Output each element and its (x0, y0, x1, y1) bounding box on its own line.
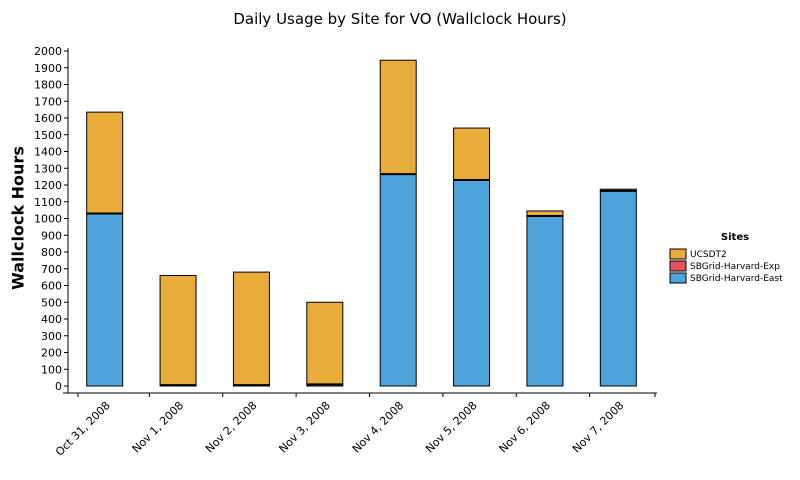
y-tick-label: 600 (41, 280, 62, 293)
bar-segment (159, 274, 197, 386)
y-tick-label: 1900 (34, 62, 62, 75)
legend-title: Sites (721, 232, 749, 243)
y-tick-label: 800 (41, 246, 62, 259)
y-tick-label: 1300 (34, 162, 62, 175)
chart-title: Daily Usage by Site for VO (Wallclock Ho… (233, 10, 567, 28)
y-tick-label: 900 (41, 229, 62, 242)
x-tick-label: Nov 6, 2008 (497, 399, 554, 456)
legend-swatch (669, 272, 687, 284)
bar-segment (526, 215, 564, 387)
legend-entry: SBGrid-Harvard-East (690, 274, 783, 284)
legend-swatch (669, 260, 687, 272)
y-tick-label: 1100 (34, 196, 62, 209)
bar-segment (453, 179, 491, 387)
bar-segment (599, 190, 637, 387)
legend: Sites UCSDT2 SBGrid-Harvard-Exp SBGrid-Harv… (669, 232, 783, 284)
y-tick-label: 1800 (34, 79, 62, 92)
bars (86, 59, 637, 387)
legend-swatch (669, 248, 687, 260)
y-tick-label: 1400 (34, 146, 62, 159)
y-tick-label: 1200 (34, 179, 62, 192)
x-tick-label: Nov 4, 2008 (350, 399, 407, 456)
x-tick-label: Nov 3, 2008 (276, 399, 333, 456)
bar-segment (453, 127, 491, 181)
bar-segment (379, 173, 417, 387)
y-tick-label: 0 (55, 380, 62, 393)
x-tick-label: Nov 1, 2008 (130, 399, 187, 456)
bar-segment (232, 271, 270, 386)
x-tick-label: Nov 5, 2008 (423, 399, 480, 456)
x-tick-label: Nov 2, 2008 (203, 399, 260, 456)
y-tick-label: 400 (41, 313, 62, 326)
axes: 0 100 200 300 400 500 600 700 800 900 1000 1100 1200… (34, 45, 657, 459)
y-tick-label: 1600 (34, 112, 62, 125)
bar-segment (379, 59, 417, 175)
legend-entry: SBGrid-Harvard-Exp (690, 262, 780, 272)
x-tick-label: Nov 7, 2008 (570, 399, 627, 456)
bar-segment (86, 111, 124, 214)
bar-segment (306, 301, 344, 385)
x-tick-label: Oct 31, 2008 (53, 399, 113, 459)
y-tick-label: 700 (41, 263, 62, 276)
legend-entry: UCSDT2 (690, 250, 727, 260)
y-tick-label: 300 (41, 330, 62, 343)
y-tick-label: 1500 (34, 129, 62, 142)
y-tick-label: 1700 (34, 95, 62, 108)
y-tick-label: 100 (41, 363, 62, 376)
y-tick-label: 500 (41, 296, 62, 309)
y-tick-label: 1000 (34, 213, 62, 226)
y-tick-label: 2000 (34, 45, 62, 58)
bar-segment (86, 212, 124, 387)
y-tick-label: 200 (41, 347, 62, 360)
